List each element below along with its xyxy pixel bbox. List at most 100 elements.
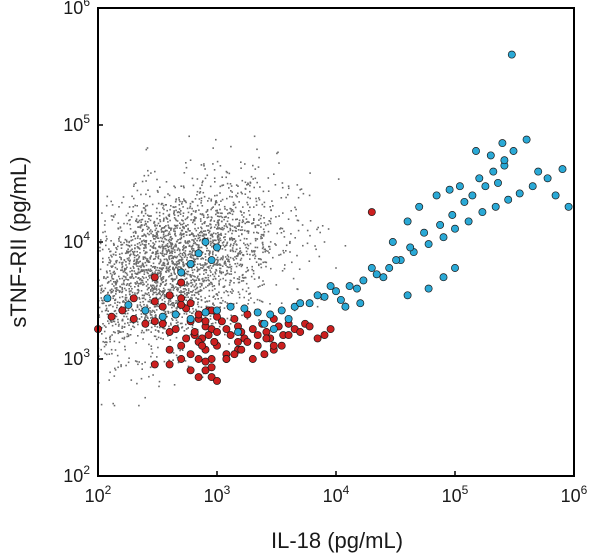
grey-point: [183, 290, 186, 293]
grey-point: [126, 266, 128, 269]
grey-point: [154, 229, 157, 232]
grey-point: [254, 257, 256, 260]
grey-point: [191, 232, 193, 234]
grey-point: [125, 299, 127, 301]
grey-point: [327, 228, 330, 230]
grey-point: [170, 205, 172, 207]
grey-point: [176, 224, 178, 227]
grey-point: [99, 242, 102, 245]
grey-point: [151, 311, 153, 313]
grey-point: [256, 224, 259, 226]
grey-point: [142, 207, 145, 209]
grey-point: [111, 352, 113, 355]
grey-point: [160, 227, 163, 229]
grey-point: [223, 246, 226, 248]
grey-point: [241, 233, 243, 236]
grey-point: [130, 282, 132, 284]
grey-point: [150, 290, 152, 292]
grey-point: [120, 365, 122, 368]
grey-point: [215, 213, 217, 216]
grey-point: [166, 259, 168, 261]
grey-point: [129, 276, 131, 279]
grey-point: [182, 288, 185, 290]
grey-point: [237, 291, 240, 293]
grey-point: [173, 263, 176, 265]
grey-point: [230, 185, 233, 187]
grey-point: [166, 263, 169, 265]
grey-point: [253, 219, 255, 221]
grey-point: [118, 275, 120, 278]
grey-point: [261, 301, 264, 303]
grey-point: [137, 267, 140, 270]
red-point: [230, 350, 239, 359]
grey-point: [187, 227, 189, 230]
grey-point: [234, 256, 236, 258]
grey-point: [159, 297, 161, 299]
grey-point: [185, 231, 187, 233]
grey-point: [139, 271, 142, 273]
grey-point: [221, 226, 223, 229]
grey-point: [216, 160, 219, 163]
red-point: [194, 373, 203, 382]
grey-point: [122, 331, 124, 333]
grey-point: [236, 225, 239, 227]
y-tick-label: 103: [63, 346, 90, 369]
grey-point: [164, 280, 167, 282]
grey-point: [141, 297, 144, 300]
grey-point: [127, 251, 129, 253]
grey-point: [172, 289, 175, 291]
grey-point: [210, 200, 212, 202]
grey-point: [229, 237, 231, 240]
grey-point: [267, 177, 270, 179]
grey-point: [121, 252, 123, 255]
grey-point: [131, 275, 134, 278]
grey-point: [187, 224, 189, 226]
grey-point: [190, 255, 192, 257]
grey-point: [115, 315, 118, 318]
grey-point: [100, 287, 103, 290]
blue-point: [415, 202, 424, 211]
grey-point: [120, 331, 122, 333]
grey-point: [158, 246, 160, 248]
grey-point: [256, 238, 259, 240]
grey-point: [130, 249, 132, 252]
grey-point: [159, 275, 161, 278]
grey-point: [179, 222, 181, 224]
grey-point: [146, 259, 148, 262]
grey-point: [205, 305, 208, 308]
grey-point: [252, 178, 254, 180]
grey-point: [171, 242, 173, 245]
grey-point: [258, 263, 260, 266]
grey-point: [103, 277, 105, 279]
grey-point: [106, 238, 108, 240]
grey-point: [147, 292, 150, 294]
x-tick-label: 105: [442, 483, 469, 506]
grey-point: [223, 225, 226, 227]
grey-point: [149, 219, 152, 222]
grey-point: [136, 245, 139, 248]
grey-point: [159, 261, 162, 263]
grey-point: [159, 219, 161, 221]
grey-point: [160, 295, 163, 297]
grey-point: [130, 253, 132, 256]
grey-point: [177, 260, 179, 262]
grey-point: [136, 205, 138, 207]
grey-point: [278, 215, 280, 217]
grey-point: [243, 237, 246, 240]
grey-point: [196, 194, 198, 196]
grey-point: [150, 326, 153, 329]
grey-point: [145, 276, 147, 279]
grey-point: [165, 253, 168, 255]
grey-point: [111, 324, 114, 327]
grey-point: [185, 294, 188, 296]
grey-point: [223, 205, 226, 208]
grey-point: [165, 181, 168, 183]
red-point: [141, 319, 150, 328]
grey-point: [221, 198, 224, 201]
grey-point: [172, 256, 174, 258]
blue-point: [460, 197, 469, 206]
grey-point: [146, 293, 149, 296]
grey-point: [191, 312, 194, 314]
red-point: [367, 208, 376, 217]
grey-point: [197, 291, 199, 294]
